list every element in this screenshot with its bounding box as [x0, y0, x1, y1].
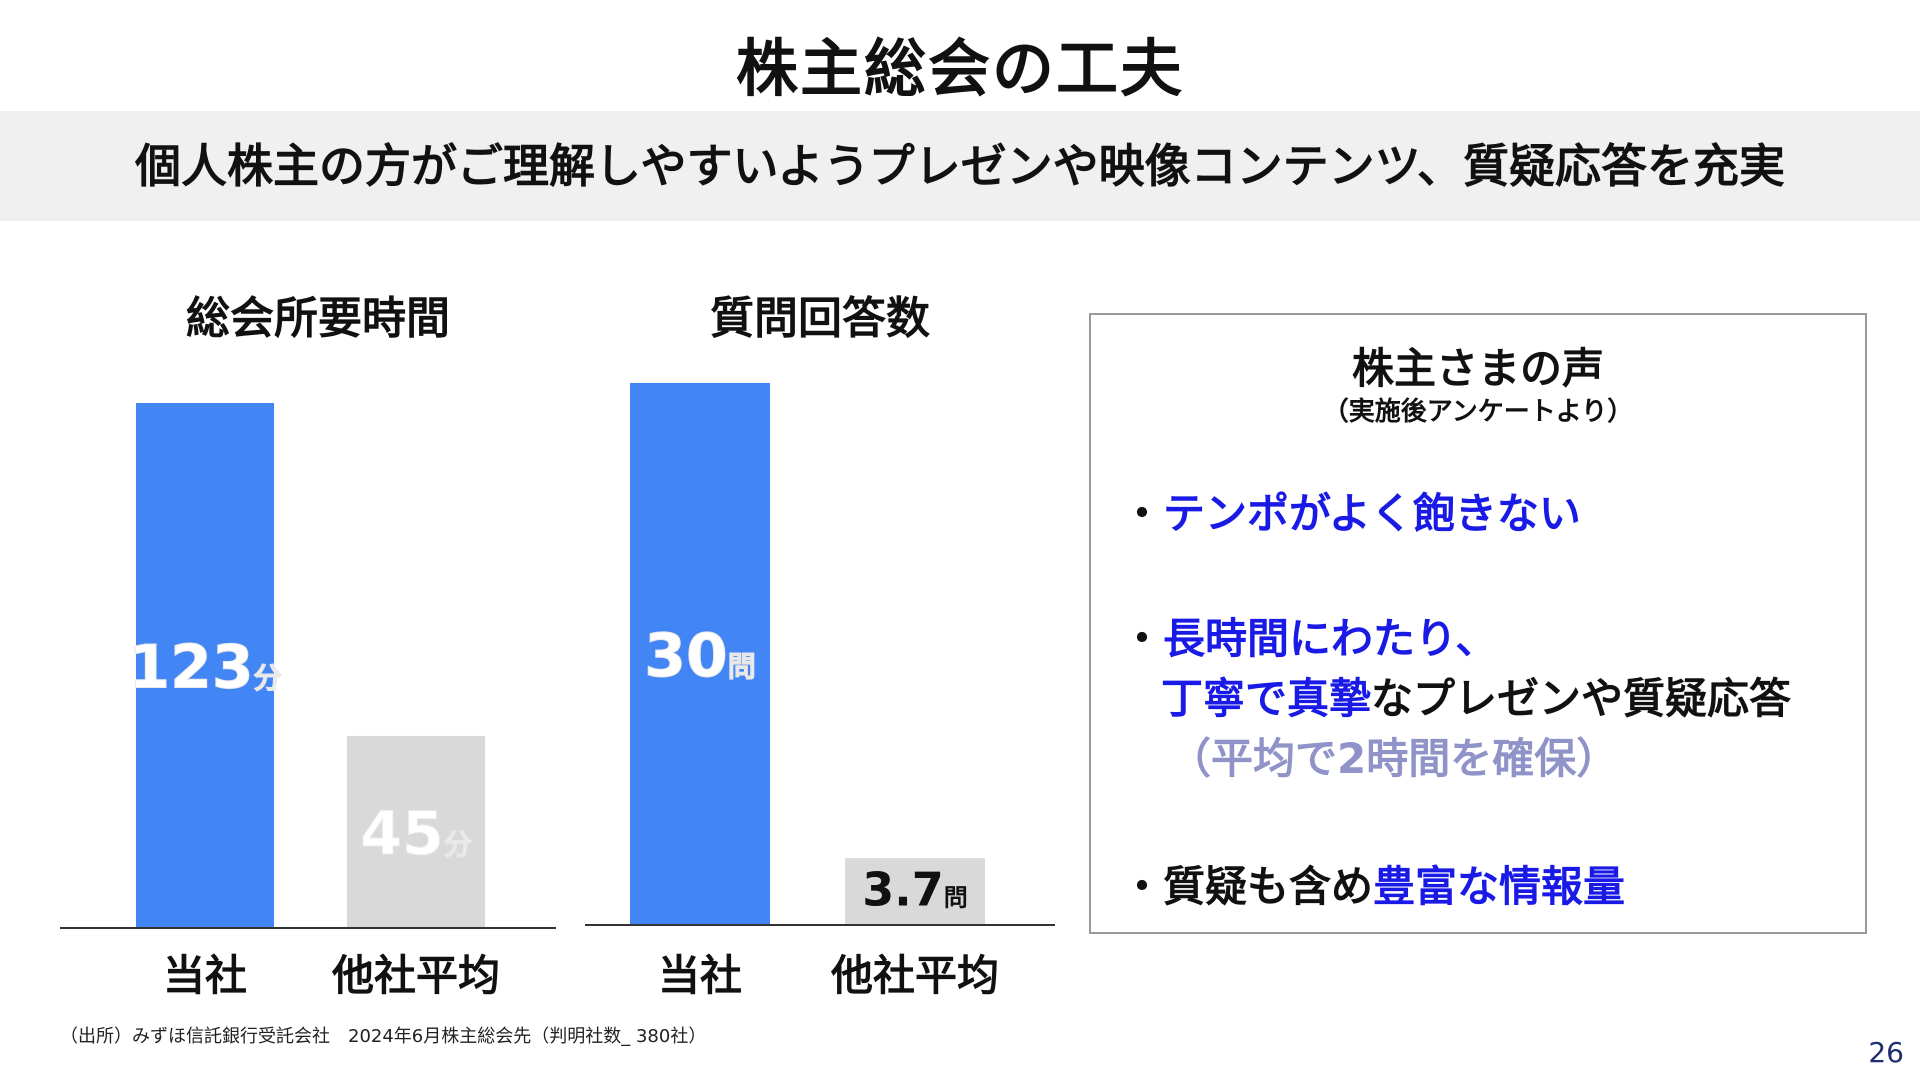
voices-title: 株主さまの声: [1351, 344, 1604, 393]
slide-subtitle: 個人株主の方がご理解しやすいようプレゼンや映像コンテンツ、質疑応答を充実: [134, 139, 1786, 193]
voice-item-1-blue: テンポがよく飽きない: [1163, 489, 1581, 538]
category-label-1-2: 他社平均: [331, 951, 500, 1000]
voices-card: 株主さまの声 （実施後アンケートより） ・テンポがよく飽きない ・長時間にわたり…: [1089, 313, 1867, 934]
voice-item-2-line1: 長時間にわたり、: [1163, 614, 1498, 663]
voice-item-1: ・テンポがよく飽きない: [1121, 480, 1581, 541]
voices-subtitle: （実施後アンケートより）: [1322, 397, 1634, 427]
data-label-1-2: 45分: [360, 799, 472, 869]
category-label-1-1: 当社: [163, 951, 247, 1000]
bullet: ・: [1121, 862, 1164, 911]
data-label-1-1: 123分: [128, 633, 281, 703]
data-label-2-2: 3.7問: [862, 863, 968, 917]
chart-title-questions: 質問回答数: [710, 293, 930, 344]
voice-item-2-line2-blue: 丁寧で真摯: [1161, 674, 1372, 723]
voice-item-2-line2-rest: なプレゼンや質疑応答: [1371, 674, 1792, 723]
bar-1-2: [347, 735, 485, 928]
bullet: ・: [1121, 614, 1164, 663]
category-label-2-2: 他社平均: [830, 951, 999, 1000]
voice-item-3-black: 質疑も含め: [1163, 862, 1374, 911]
bar-1-1: [136, 403, 274, 928]
page-number: 26: [1868, 1036, 1904, 1069]
voice-item-2-line3: （平均で2時間を確保）: [1169, 734, 1619, 783]
chart-title-meeting-time: 総会所要時間: [186, 293, 450, 344]
bar-2-1: [630, 383, 770, 925]
voice-item-2-line2: 丁寧で真摯なプレゼンや質疑応答: [1161, 665, 1791, 726]
bar-2-2: [845, 858, 985, 925]
category-label-2-1: 当社: [658, 951, 742, 1000]
voice-item-3: ・質疑も含め豊富な情報量: [1121, 853, 1625, 914]
voice-item-2: ・長時間にわたり、: [1121, 605, 1497, 666]
data-label-2-1: 30問: [644, 621, 756, 691]
slide-title: 株主総会の工夫: [735, 32, 1184, 105]
subtitle-band: 個人株主の方がご理解しやすいようプレゼンや映像コンテンツ、質疑応答を充実: [0, 111, 1920, 221]
voice-item-3-blue: 豊富な情報量: [1373, 862, 1626, 911]
bullet: ・: [1121, 489, 1164, 538]
source-footnote: （出所）みずほ信託銀行受託会社 2024年6月株主総会先（判明社数_ 380社）: [60, 1026, 707, 1047]
